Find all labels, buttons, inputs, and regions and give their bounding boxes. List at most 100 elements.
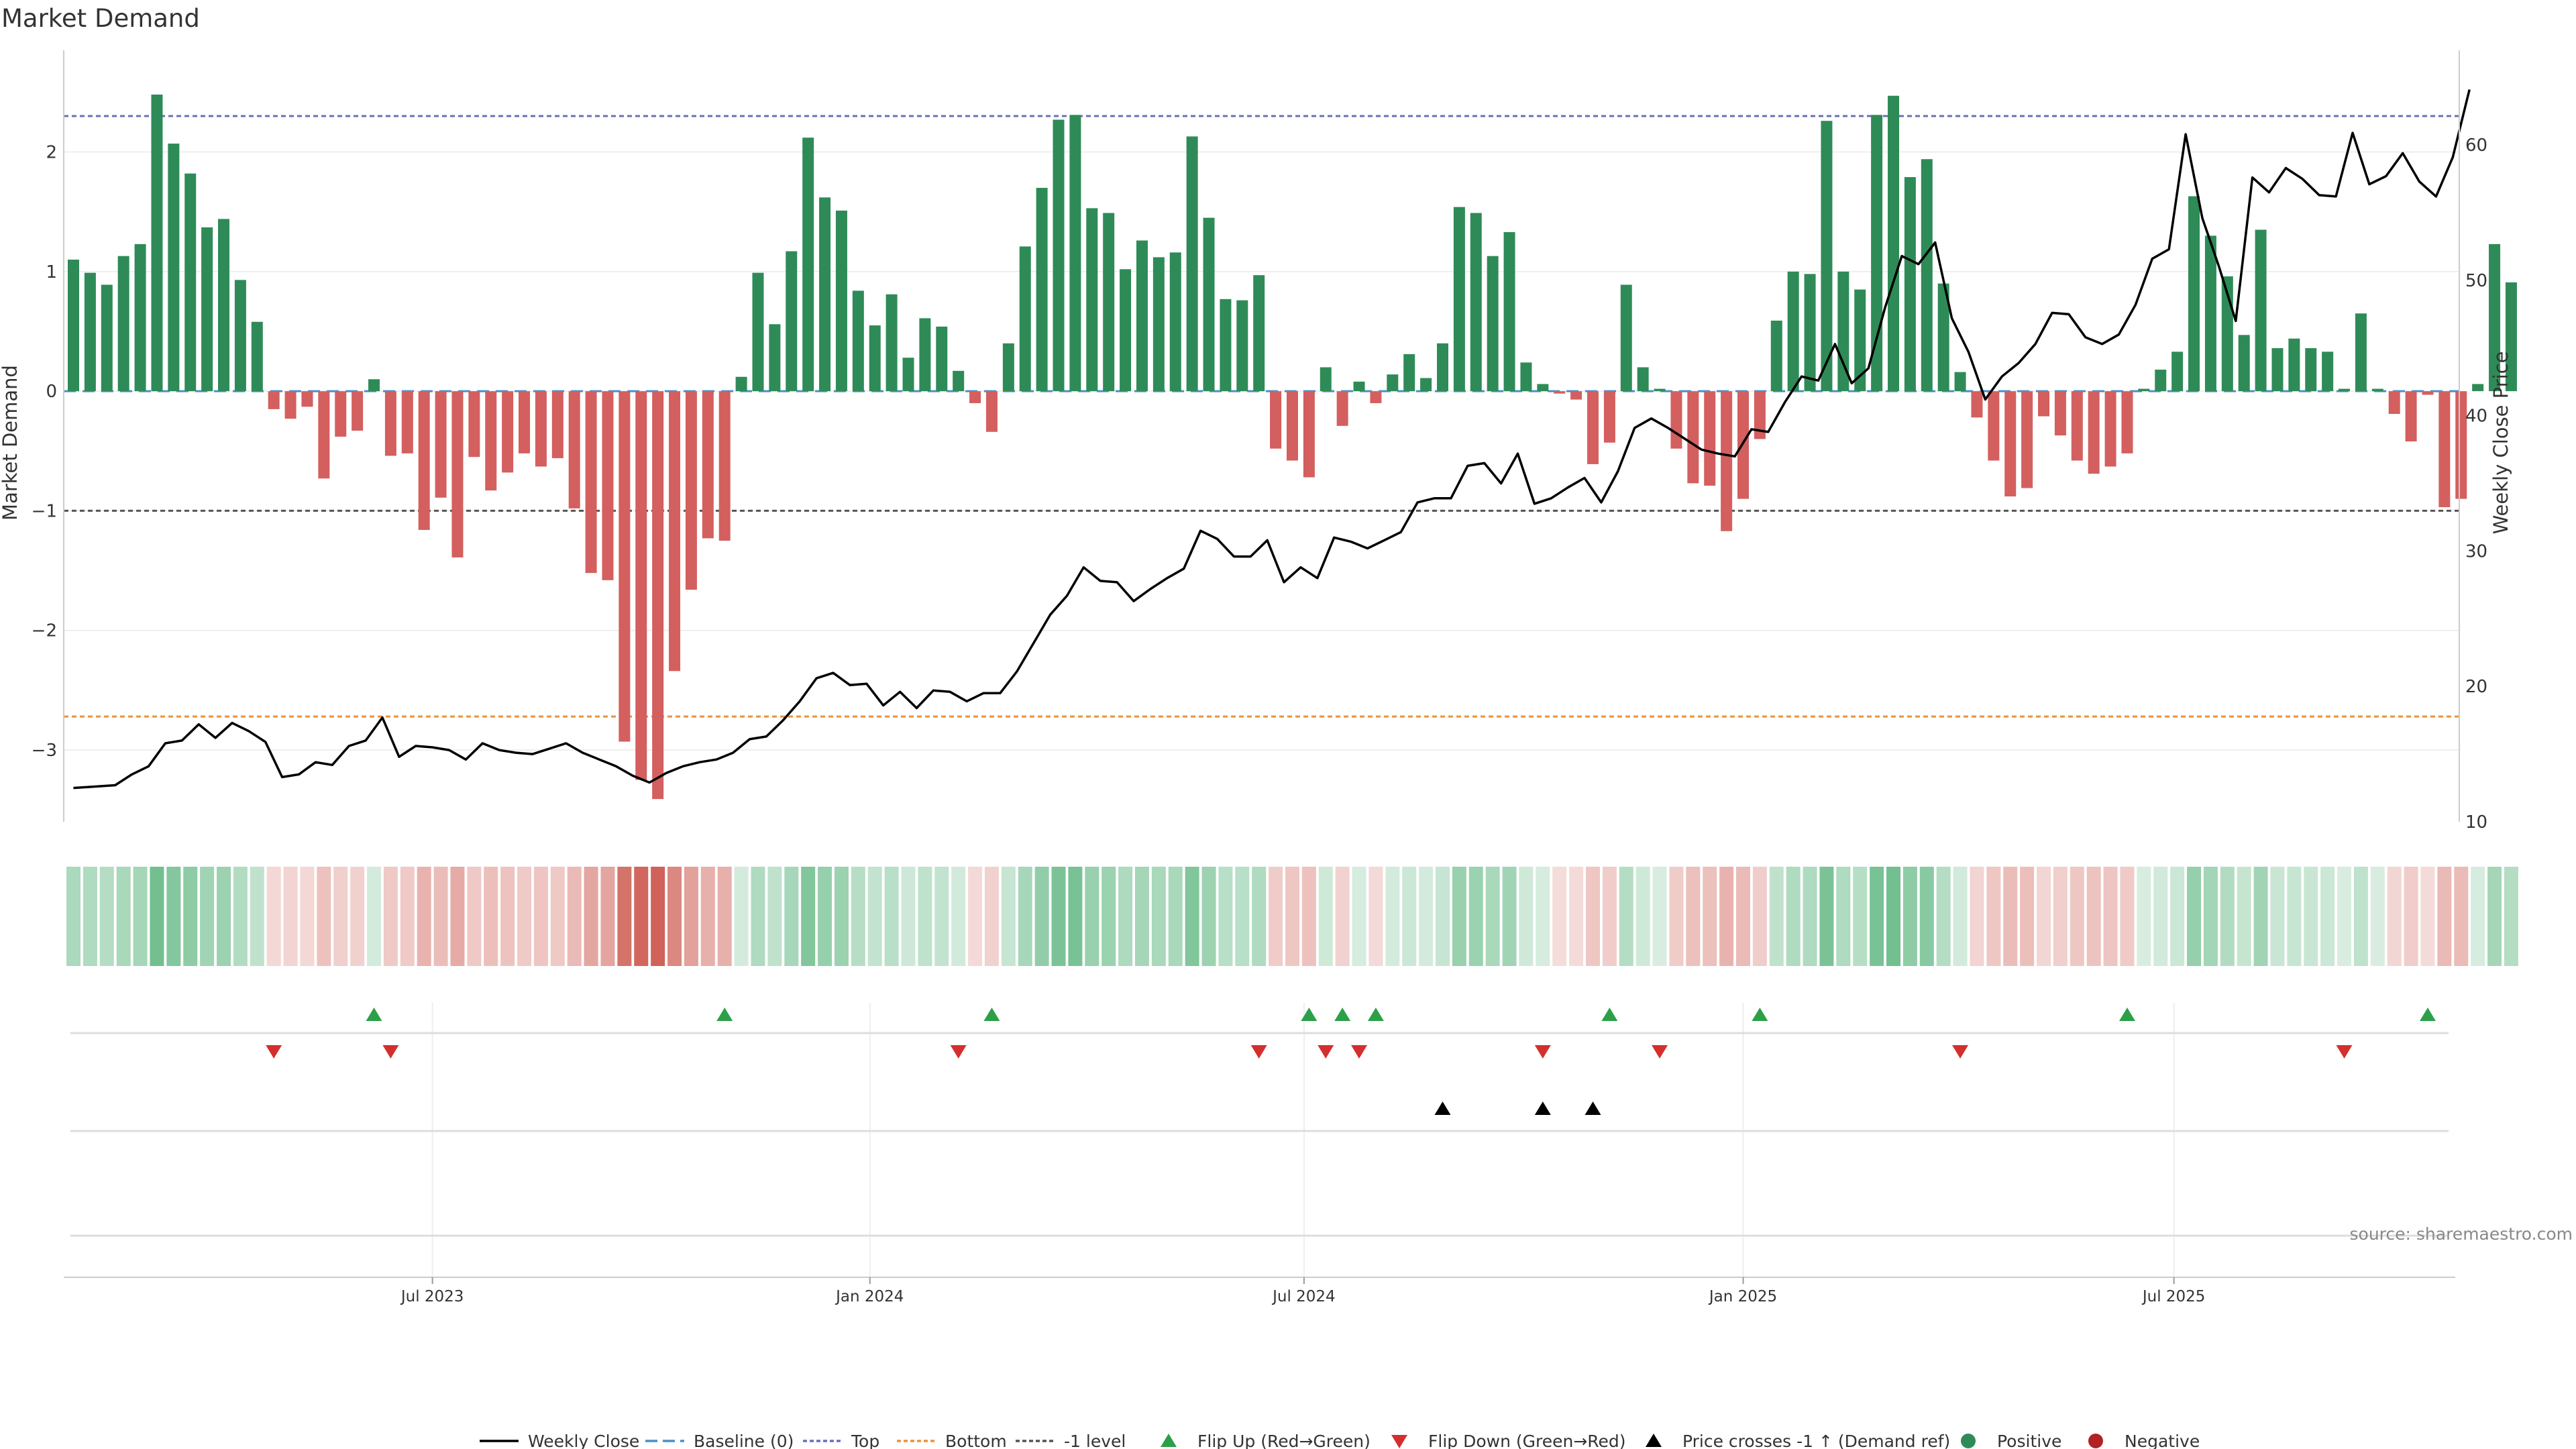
heat-cell (834, 867, 849, 966)
heat-cell (183, 867, 198, 966)
heat-cell (350, 867, 365, 966)
flip-down-marker (1952, 1045, 1969, 1059)
heat-cell (2220, 867, 2235, 966)
heat-cell (367, 867, 382, 966)
heat-cell (250, 867, 264, 966)
legend-label: Price crosses -1 ↑ (Demand ref) (1682, 1432, 1950, 1449)
demand-bar (1954, 372, 1966, 392)
heat-cell (83, 867, 97, 966)
demand-bar (1821, 121, 1833, 392)
demand-bar (451, 391, 464, 557)
heat-cell (2153, 867, 2168, 966)
heat-cell (2471, 867, 2485, 966)
heat-cell (1836, 867, 1851, 966)
demand-bar (1236, 300, 1248, 392)
heat-cell (1034, 867, 1049, 966)
demand-bar (2188, 196, 2200, 392)
legend-label: Negative (2125, 1432, 2200, 1449)
flip-down-marker (266, 1045, 282, 1059)
heat-cell (934, 867, 949, 966)
demand-bar (384, 391, 396, 456)
demand-bar (2489, 244, 2501, 392)
demand-bar (1603, 391, 1615, 443)
demand-bar (2021, 391, 2033, 488)
demand-bar (2155, 370, 2167, 392)
demand-bar (919, 318, 931, 392)
heat-cell (984, 867, 999, 966)
heat-cell (300, 867, 315, 966)
demand-bar (2288, 338, 2300, 392)
demand-bar (1186, 136, 1198, 392)
price-line-group (73, 89, 2471, 790)
heat-cell (150, 867, 164, 966)
demand-bar (1470, 213, 1482, 392)
demand-bar (1019, 246, 1031, 392)
demand-bar (84, 272, 96, 392)
heat-cell (1669, 867, 1684, 966)
flip-down-marker (2336, 1045, 2353, 1059)
heat-cell (1102, 867, 1116, 966)
heat-cell (2487, 867, 2502, 966)
flip-down-marker (950, 1045, 967, 1059)
demand-bar (435, 391, 447, 498)
heat-cell (1536, 867, 1550, 966)
demand-bar (1854, 289, 1866, 392)
heat-cell (99, 867, 114, 966)
demand-bar (284, 391, 297, 419)
heat-cell (1703, 867, 1717, 966)
demand-bar (869, 325, 881, 392)
demand-bar (352, 391, 364, 431)
demand-bar (2071, 391, 2083, 461)
price-cross-marker (1434, 1102, 1451, 1115)
heat-cell (2504, 867, 2518, 966)
flip-down-marker (1534, 1045, 1551, 1059)
flip-down-marker (1652, 1045, 1668, 1059)
demand-bar (184, 173, 197, 392)
demand-bar (1587, 391, 1599, 464)
demand-bar (468, 391, 480, 458)
weekly-close-line (73, 89, 2471, 790)
demand-bar (568, 391, 580, 508)
demand-bar (2322, 352, 2334, 392)
demand-bar (1303, 391, 1315, 478)
heat-cell (166, 867, 181, 966)
demand-bar (2355, 313, 2367, 392)
demand-bar (635, 391, 647, 780)
demand-bar (1988, 391, 2000, 461)
demand-bar (2422, 391, 2434, 395)
demand-bar (1787, 271, 1799, 392)
heat-cell (2170, 867, 2185, 966)
legend-label: Bottom (945, 1432, 1007, 1449)
flip-up-marker (1334, 1008, 1351, 1021)
heat-cell (383, 867, 398, 966)
demand-bar (1570, 391, 1582, 400)
heat-cell (1485, 867, 1500, 966)
right-tick-label: 20 (2465, 677, 2487, 697)
heat-cell (1619, 867, 1633, 966)
flip-down-marker (1351, 1045, 1368, 1059)
demand-bar (1086, 208, 1098, 392)
heat-cell (1953, 867, 1968, 966)
heat-cell (651, 867, 665, 966)
demand-bar (1670, 391, 1682, 449)
demand-bar (1971, 391, 1983, 418)
demand-bar (2088, 391, 2100, 474)
heat-cell (617, 867, 632, 966)
heat-cell (734, 867, 749, 966)
demand-bar (802, 138, 814, 392)
heat-cell (1468, 867, 1483, 966)
flip-down-marker (1318, 1045, 1334, 1059)
heat-cell (2020, 867, 2035, 966)
demand-bar (1103, 213, 1115, 392)
heat-cell (1301, 867, 1316, 966)
heat-cell (450, 867, 465, 966)
right-tick-label: 10 (2465, 812, 2487, 833)
heat-cell (1819, 867, 1834, 966)
legend-swatch-up (1646, 1434, 1662, 1447)
demand-bar (2238, 335, 2250, 392)
demand-bar (735, 376, 747, 392)
heat-cell (584, 867, 598, 966)
demand-bar (1420, 378, 1432, 392)
heat-cell (818, 867, 833, 966)
heat-cell (1335, 867, 1350, 966)
